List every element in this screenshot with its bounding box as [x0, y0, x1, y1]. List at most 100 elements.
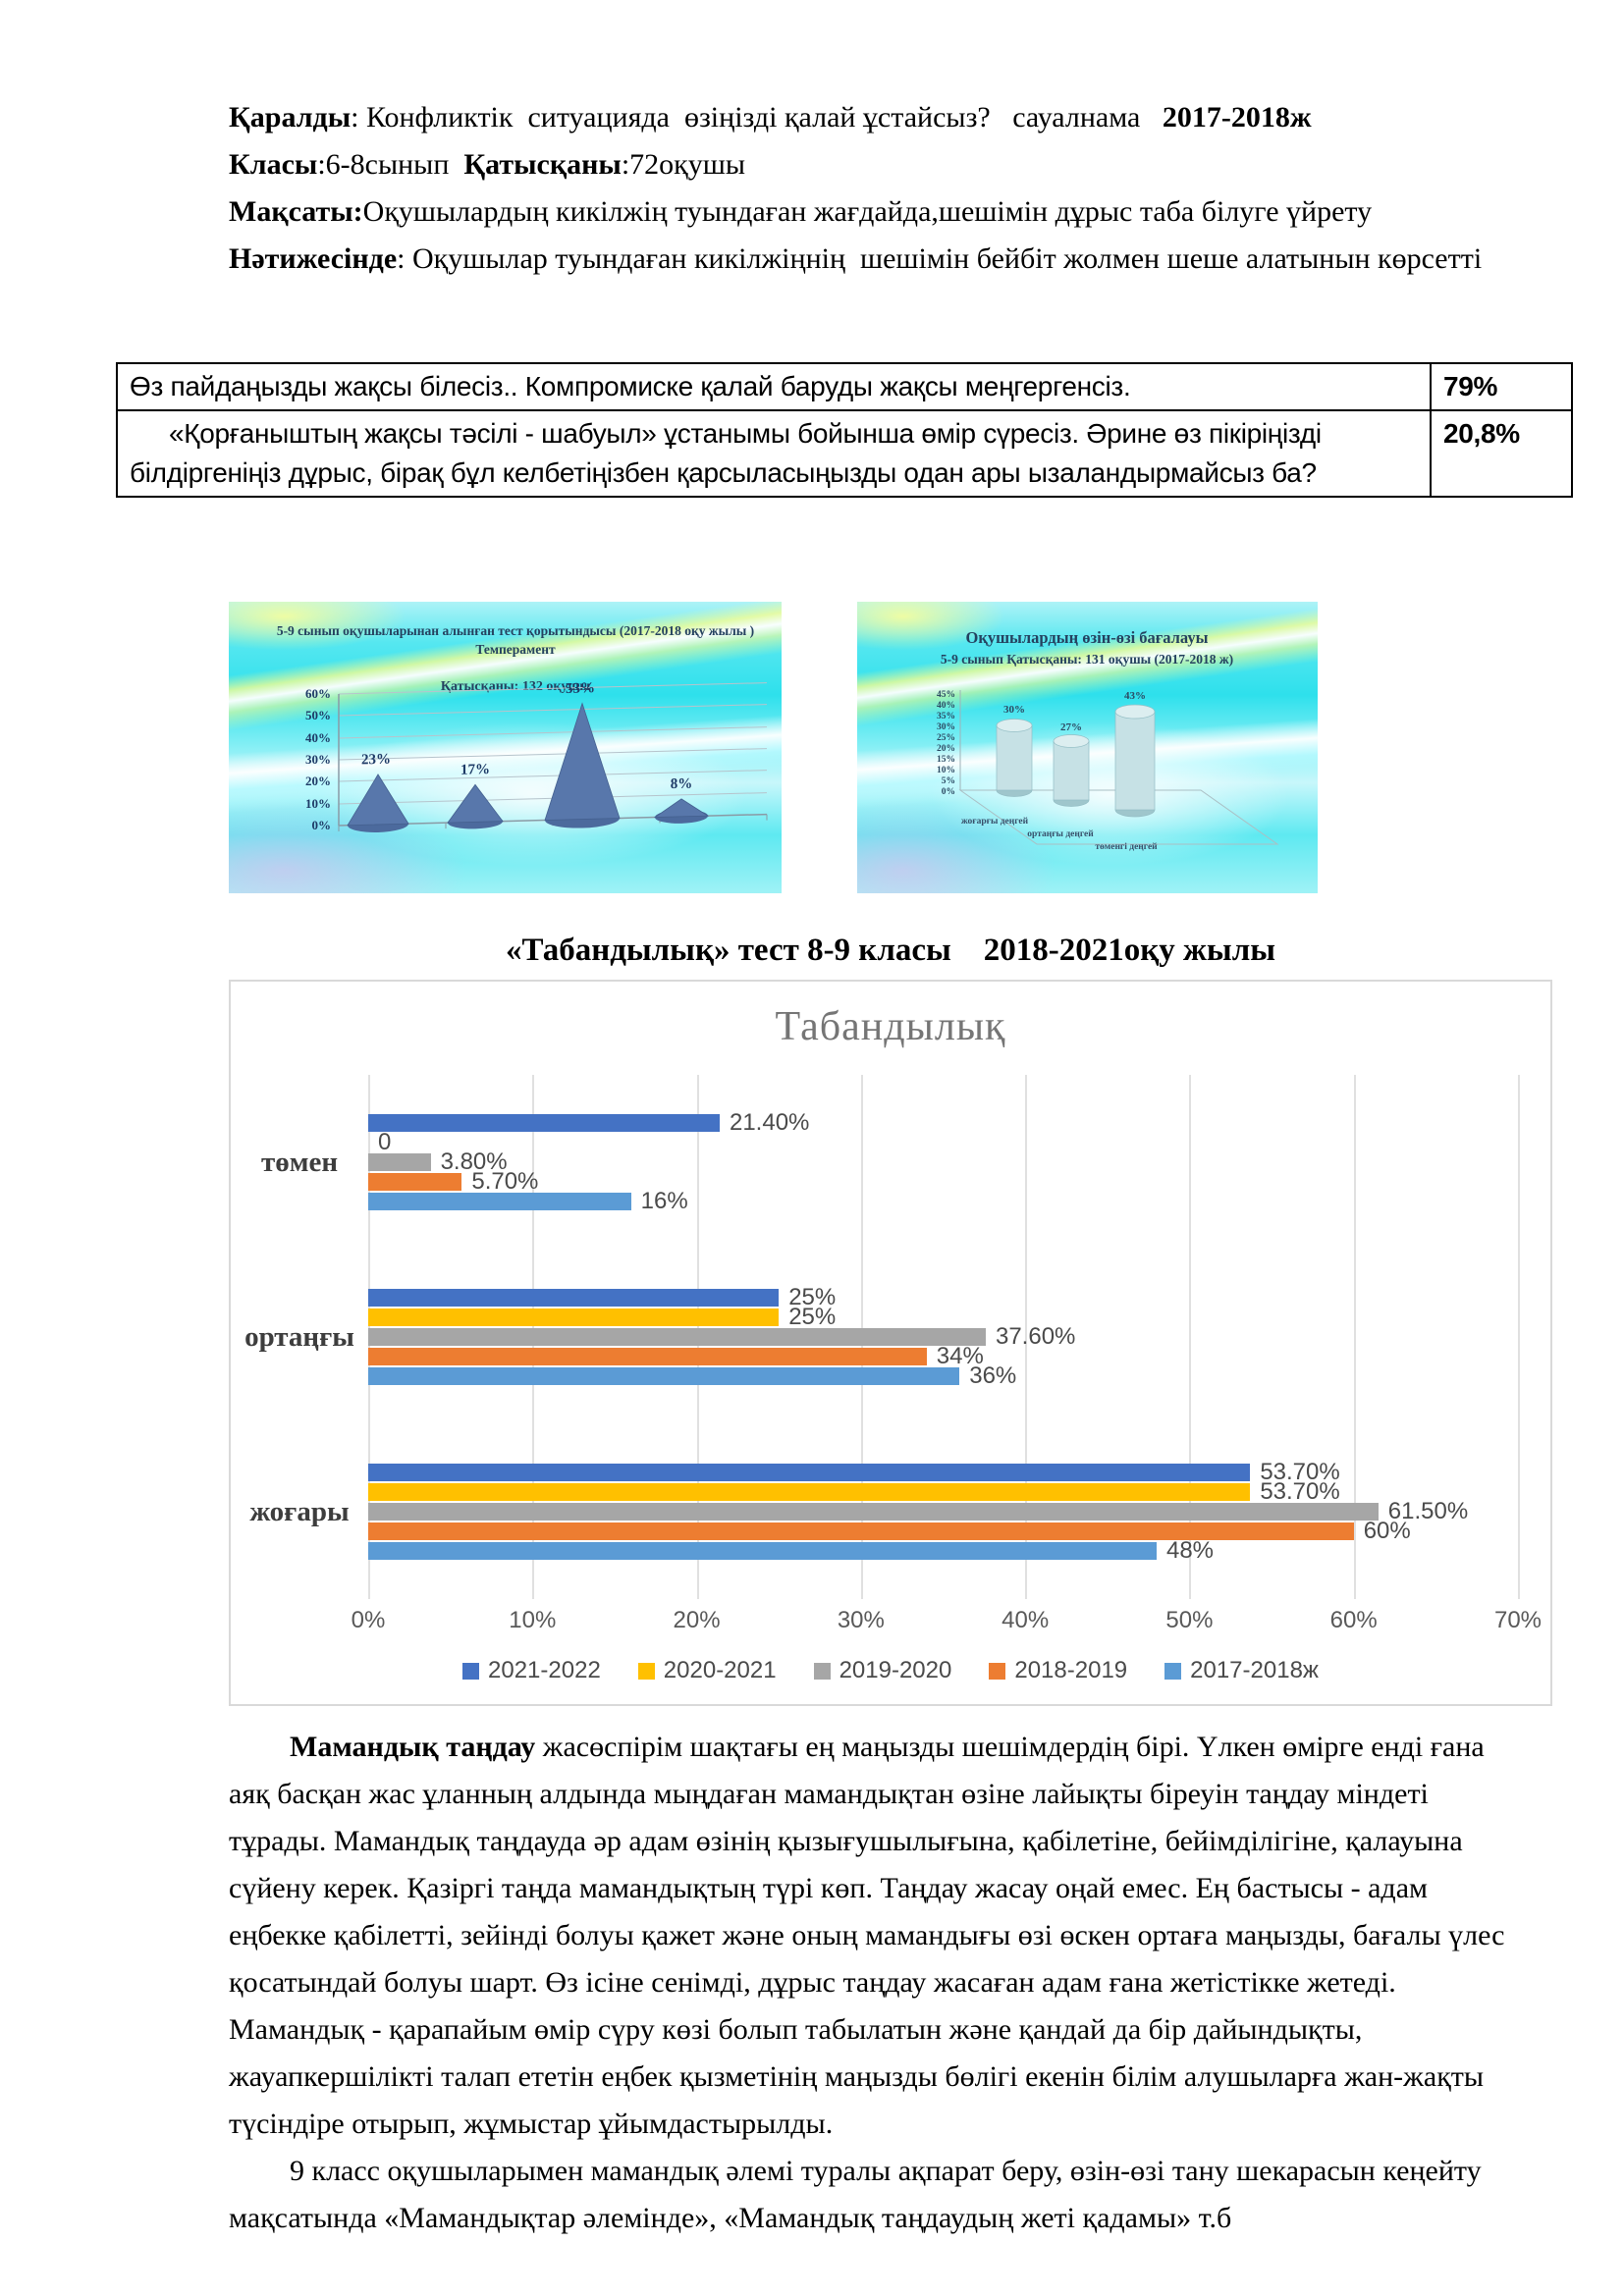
table-cell-text: Өз пайдаңызды жақсы білесіз.. Компромиск…: [116, 362, 1432, 411]
bar-2019-2020: [368, 1503, 1379, 1521]
data-label: 48%: [1165, 1537, 1215, 1564]
bar-line: 16%: [368, 1188, 1518, 1214]
data-label: 5.70%: [471, 1168, 539, 1195]
bar-line: 5.70%: [368, 1168, 1518, 1195]
axis-tick-label: 0%: [351, 1607, 386, 1633]
data-label: 30%: [1003, 704, 1025, 716]
category-label: төмен: [260, 1146, 339, 1178]
gridline: [1518, 1075, 1520, 1599]
axis-tick-label: 20%: [673, 1607, 721, 1633]
chart-title: Табандылық: [775, 1004, 1006, 1049]
results-table: Өз пайдаңызды жақсы білесіз.. Компромиск…: [116, 362, 1573, 498]
x-axis: 0% 10% 20% 30% 40% 50% 60% 70%: [352, 1607, 1542, 1642]
bar-2019-2020: [368, 1328, 986, 1346]
axis-tick-label: 30%: [837, 1607, 885, 1633]
bar-line: 25%: [368, 1304, 1518, 1330]
data-label: 0: [378, 1129, 392, 1155]
bar-line: 61.50%: [368, 1498, 1518, 1524]
gridline: [1353, 1075, 1356, 1599]
pastel-swirl-background: [229, 602, 782, 893]
data-label: 37.60%: [995, 1323, 1076, 1350]
axis-tick-label: 0%: [312, 818, 332, 832]
axis-tick-label: 30%: [305, 752, 331, 767]
category-label: жоғары: [249, 1495, 350, 1527]
data-label: 60%: [1363, 1518, 1411, 1544]
y-axis-labels: 60% 50% 40% 30% 20% 10% 0%: [305, 686, 331, 832]
axis-tick-label: 50%: [305, 708, 331, 722]
category-labels: жоғарғы деңгей ортаңғы деңгей төменгі де…: [961, 816, 1158, 852]
bar-2017-2018ж: [368, 1193, 631, 1210]
body-paragraph-lead: Мамандық таңдау: [290, 1731, 536, 1763]
data-label: 16%: [640, 1188, 688, 1214]
legend-label: 2021-2022: [488, 1657, 601, 1683]
chart-title: 5-9 сынып оқушыларынан алынған тест қоры…: [277, 623, 754, 638]
data-label: 3.80%: [440, 1148, 508, 1175]
legend-label: 2017-2018ж: [1190, 1657, 1319, 1683]
body-text: Мамандық таңдау жасөспірім шақтағы ең ма…: [229, 1724, 1530, 2242]
category-bars: 21.40% 0 3.80% 5.70% 16%: [368, 1109, 1518, 1214]
axis-tick-label: 40%: [937, 701, 955, 711]
axis-tick-label: 45%: [937, 690, 955, 700]
bar-2019-2020: [368, 1153, 431, 1171]
data-label: 27%: [1060, 721, 1082, 733]
axis-tick-label: 20%: [305, 774, 331, 788]
bar-line: 21.40%: [368, 1109, 1518, 1136]
legend-item: 2019-2020: [813, 1657, 952, 1684]
axis-tick-label: 15%: [937, 755, 955, 765]
category-label: ортаңғы: [244, 1320, 354, 1353]
bar-2021-2022: [368, 1289, 780, 1307]
klasy-value: :6-8сынып: [317, 148, 464, 181]
chart-subtitle: 5-9 сынып Қатысқаны: 131 оқушы (2017-201…: [941, 652, 1233, 667]
axis-tick-label: 10%: [305, 796, 331, 811]
intro-line-natizhe: Нәтижесінде: Оқушылар туындаған кикілжің…: [229, 236, 1495, 283]
bar-line: 53.70%: [368, 1459, 1518, 1485]
category-label: төменгі деңгей: [1095, 841, 1158, 852]
temperament-cone-chart: 5-9 сынып оқушыларынан алынған тест қоры…: [277, 623, 768, 832]
axis-tick-label: 10%: [937, 766, 955, 775]
label-maqsaty: Мақсаты:: [229, 195, 363, 228]
label-qatysqany: Қатысқаны: [463, 148, 622, 181]
axis-tick-label: 60%: [1329, 1607, 1378, 1633]
bar-line: 0: [368, 1129, 1518, 1155]
intro-line1-text: : Конфликтік ситуацияда өзіңізді қалай ұ…: [351, 101, 1163, 133]
chart-legend: 2021-2022 2020-2021 2019-2020 2018-2019 2017…: [231, 1657, 1550, 1684]
section-heading: «Табандылық» тест 8-9 класы 2018-2021оқу…: [506, 933, 1275, 968]
tabandylyq-bar-chart: Табандылық төмен 21.40% 0 3.80% 5.70% 16% орта…: [229, 980, 1552, 1706]
legend-label: 2020-2021: [663, 1657, 777, 1683]
chart-title: Оқушылардың өзін-өзі бағалауы: [966, 628, 1209, 647]
category-label: жоғарғы деңгей: [961, 816, 1029, 827]
bar-line: 25%: [368, 1284, 1518, 1310]
axis-tick-label: 50%: [1165, 1607, 1214, 1633]
label-klasy: Класы: [229, 148, 318, 181]
axis-tick-label: 5%: [942, 776, 955, 786]
data-labels: 30% 27% 43%: [1003, 690, 1146, 733]
cone-series: [347, 702, 710, 832]
bar-2020-2021: [368, 1308, 780, 1326]
plot-3d-group: 23% 17% 53% 8%: [338, 680, 768, 832]
axis-tick-label: 25%: [937, 733, 955, 743]
bar-line: 60%: [368, 1518, 1518, 1544]
axis-tick-label: 0%: [942, 787, 955, 797]
data-label: 53.70%: [1260, 1478, 1340, 1505]
category-bars: 25% 25% 37.60% 34% 36%: [368, 1284, 1518, 1389]
bar-line: 48%: [368, 1537, 1518, 1564]
bar-2018-2019: [368, 1173, 462, 1191]
intro-block: Қаралды: Конфликтік ситуацияда өзіңізді …: [229, 94, 1495, 283]
intro-line-maqsaty: Мақсаты:Оқушылардың кикілжің туындаған ж…: [229, 188, 1495, 236]
label-qaraldy: Қаралды: [229, 101, 352, 133]
intro-year: 2017-2018ж: [1162, 101, 1312, 133]
chart-groups: төмен 21.40% 0 3.80% 5.70% 16% ортаңғы 25% 25% 37…: [231, 1075, 1550, 1599]
chart-plot-area: төмен 21.40% 0 3.80% 5.70% 16% ортаңғы 25% 25% 37…: [231, 1075, 1550, 1599]
intro-line-klasy: Класы:6-8сынып Қатысқаны:72оқушы: [229, 141, 1495, 188]
body-paragraph: Мамандық таңдау жасөспірім шақтағы ең ма…: [229, 1724, 1530, 2148]
legend-label: 2019-2020: [839, 1657, 952, 1683]
bar-2021-2022: [368, 1114, 720, 1132]
axis-tick-label: 30%: [937, 722, 955, 732]
legend-item: 2018-2019: [989, 1657, 1127, 1684]
bar-line: 37.60%: [368, 1323, 1518, 1350]
chart-subtitle: Темперамент: [475, 642, 556, 657]
legend-label: 2018-2019: [1014, 1657, 1128, 1683]
self-esteem-cylinder-chart: Оқушылардың өзін-өзі бағалауы 5-9 сынып …: [937, 628, 1279, 852]
table-cell-value: 79%: [1430, 362, 1573, 411]
